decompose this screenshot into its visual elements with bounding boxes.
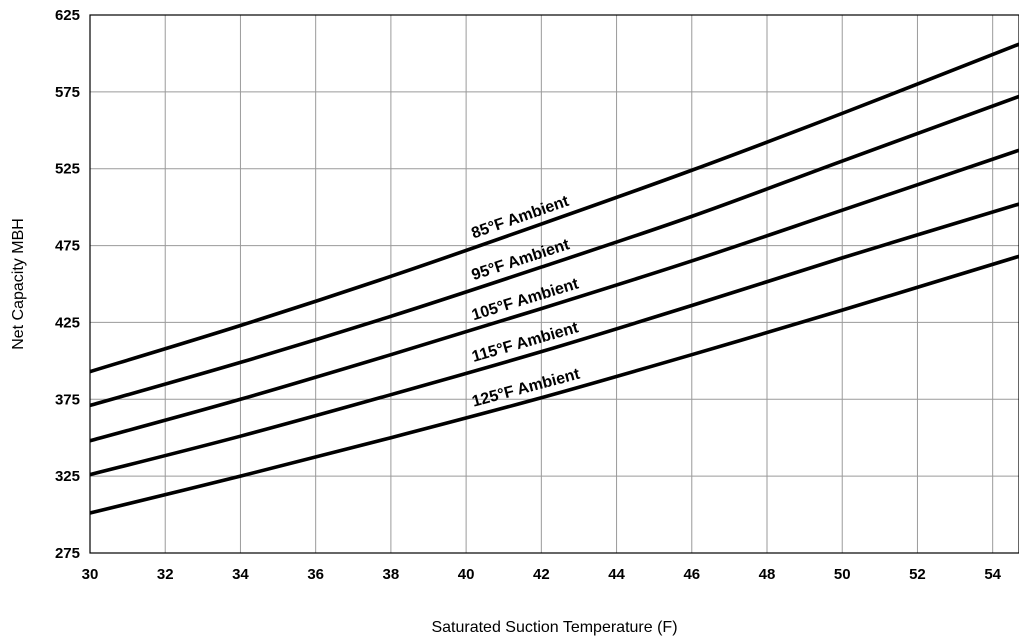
x-tick-label: 48 — [759, 566, 776, 583]
plot-frame — [89, 14, 1019, 554]
x-tick-label: 42 — [533, 566, 550, 583]
x-tick-labels: 30 32 34 36 38 40 42 44 46 48 50 52 54 — [82, 566, 1002, 583]
y-tick-label: 375 — [55, 391, 80, 408]
x-tick-label: 44 — [608, 566, 625, 583]
x-tick-label: 36 — [307, 566, 324, 583]
y-tick-label: 625 — [55, 7, 80, 24]
y-tick-label: 525 — [55, 161, 80, 178]
x-tick-label: 30 — [82, 566, 99, 583]
series-label-125-f-ambient: 125°F Ambient — [470, 366, 582, 411]
y-tick-label: 425 — [55, 314, 80, 331]
x-tick-label: 34 — [232, 566, 249, 583]
x-tick-label: 32 — [157, 566, 174, 583]
series-line-95-f-ambient — [89, 94, 1019, 408]
series-line-115-f-ambient — [89, 202, 1019, 477]
y-axis-title: Net Capacity MBH — [10, 218, 27, 350]
y-tick-label: 575 — [55, 84, 80, 101]
y-tick-labels: 275 325 375 425 475 525 575 625 — [55, 7, 80, 562]
series-lines — [89, 42, 1019, 515]
series-line-125-f-ambient — [89, 254, 1019, 515]
series-line-105-f-ambient — [89, 148, 1019, 443]
y-tick-label: 325 — [55, 468, 80, 485]
x-tick-label: 52 — [909, 566, 926, 583]
y-tick-label: 475 — [55, 238, 80, 255]
x-tick-label: 54 — [984, 566, 1001, 583]
series-line-85-f-ambient — [89, 42, 1019, 374]
y-tick-label: 275 — [55, 545, 80, 562]
x-tick-label: 46 — [683, 566, 700, 583]
x-tick-label: 50 — [834, 566, 851, 583]
x-tick-label: 40 — [458, 566, 475, 583]
x-tick-label: 38 — [383, 566, 400, 583]
x-axis-title: Saturated Suction Temperature (F) — [431, 619, 677, 636]
